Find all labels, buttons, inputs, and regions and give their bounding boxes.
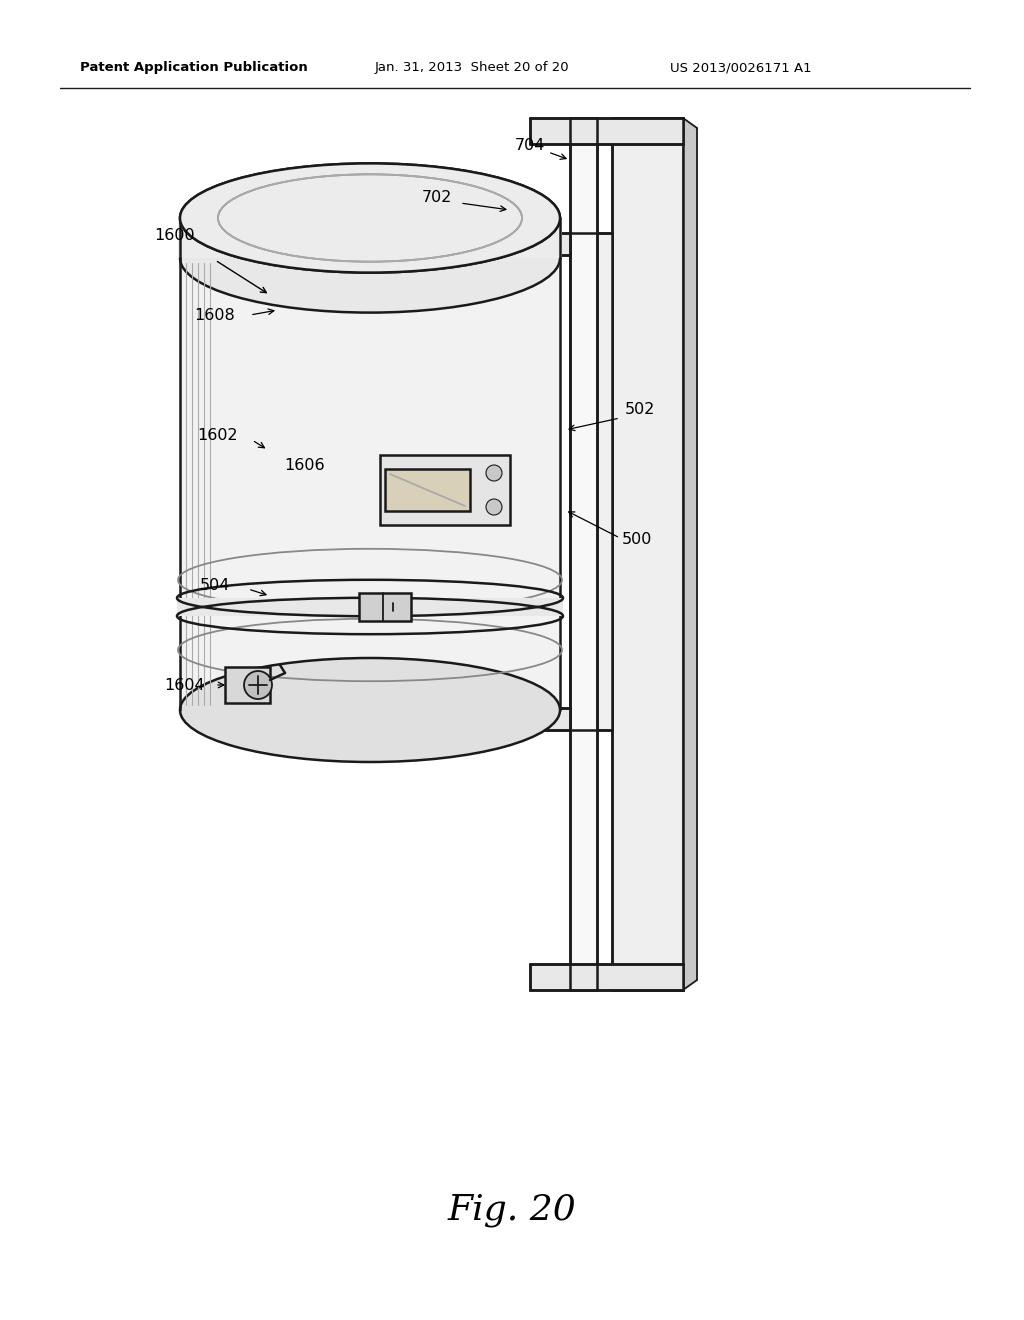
Polygon shape <box>570 117 597 990</box>
Text: 502: 502 <box>625 403 655 417</box>
Polygon shape <box>180 257 560 710</box>
Polygon shape <box>493 708 570 730</box>
Ellipse shape <box>180 164 560 273</box>
Circle shape <box>486 499 502 515</box>
Ellipse shape <box>180 203 560 313</box>
Text: Patent Application Publication: Patent Application Publication <box>80 62 308 74</box>
Polygon shape <box>178 218 562 257</box>
Text: Fig. 20: Fig. 20 <box>447 1193 577 1228</box>
Polygon shape <box>493 234 570 255</box>
Text: 702: 702 <box>422 190 453 205</box>
Text: 504: 504 <box>200 578 230 593</box>
Ellipse shape <box>180 657 560 762</box>
Circle shape <box>486 465 502 480</box>
Text: 1602: 1602 <box>198 428 239 442</box>
Circle shape <box>244 671 272 700</box>
Text: 1600: 1600 <box>155 227 196 243</box>
Text: 1604: 1604 <box>165 677 206 693</box>
Text: 1608: 1608 <box>195 308 236 322</box>
Polygon shape <box>612 117 683 990</box>
Polygon shape <box>683 117 697 990</box>
Polygon shape <box>530 117 683 144</box>
Polygon shape <box>359 593 411 620</box>
Text: 1606: 1606 <box>285 458 326 473</box>
Text: US 2013/0026171 A1: US 2013/0026171 A1 <box>670 62 812 74</box>
Polygon shape <box>530 964 683 990</box>
Polygon shape <box>380 455 510 525</box>
Polygon shape <box>385 469 470 511</box>
Polygon shape <box>570 234 612 730</box>
Ellipse shape <box>180 164 560 273</box>
Polygon shape <box>225 667 270 704</box>
Text: 500: 500 <box>622 532 652 548</box>
Text: Jan. 31, 2013  Sheet 20 of 20: Jan. 31, 2013 Sheet 20 of 20 <box>375 62 569 74</box>
Polygon shape <box>177 598 563 616</box>
Text: 704: 704 <box>515 137 545 153</box>
